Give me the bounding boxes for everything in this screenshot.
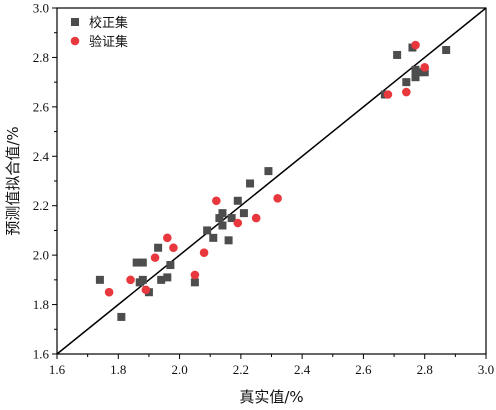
x-tick-label: 1.6 bbox=[49, 362, 66, 377]
data-point-square bbox=[138, 258, 147, 267]
data-point-square bbox=[402, 78, 411, 87]
data-point-circle bbox=[199, 248, 209, 257]
x-tick-label: 2.8 bbox=[417, 362, 433, 377]
data-point-circle bbox=[233, 218, 243, 228]
data-point-square bbox=[420, 68, 429, 77]
y-axis-title: 预测值拟合值/% bbox=[4, 126, 22, 235]
data-point-circle bbox=[104, 287, 114, 297]
y-tick-label: 2.8 bbox=[33, 50, 49, 65]
data-point-square bbox=[132, 258, 141, 267]
legend-marker-circle bbox=[70, 36, 80, 46]
data-point-square bbox=[95, 275, 104, 284]
legend-marker-square bbox=[71, 18, 79, 26]
y-tick-label: 1.8 bbox=[33, 297, 49, 312]
data-point-square bbox=[239, 209, 248, 218]
y-tick-label: 2.2 bbox=[33, 198, 49, 213]
data-point-square bbox=[246, 179, 255, 188]
x-tick-label: 2.6 bbox=[355, 362, 372, 377]
data-point-circle bbox=[383, 90, 393, 99]
data-point-square bbox=[227, 214, 236, 223]
data-point-square bbox=[117, 312, 126, 321]
x-tick-label: 2.0 bbox=[171, 362, 187, 377]
y-tick-label: 2.6 bbox=[33, 99, 50, 114]
data-point-circle bbox=[251, 213, 261, 223]
y-tick-label: 2.0 bbox=[33, 248, 49, 263]
data-point-circle bbox=[273, 194, 282, 203]
y-tick-label: 3.0 bbox=[33, 1, 49, 16]
data-point-square bbox=[393, 50, 402, 59]
data-point-square bbox=[218, 221, 227, 230]
x-tick-label: 2.2 bbox=[233, 362, 249, 377]
data-point-circle bbox=[141, 285, 151, 295]
data-point-square bbox=[218, 209, 227, 218]
data-point-square bbox=[138, 275, 147, 284]
data-point-square bbox=[264, 167, 273, 176]
x-axis-title: 真实值/% bbox=[239, 388, 303, 406]
plot-area bbox=[56, 7, 487, 355]
data-point-square bbox=[414, 68, 423, 77]
x-tick-label: 3.0 bbox=[478, 362, 494, 377]
data-point-circle bbox=[169, 243, 178, 253]
legend-label: 验证集 bbox=[89, 34, 128, 50]
data-point-square bbox=[209, 233, 218, 242]
data-point-square bbox=[233, 196, 242, 205]
x-tick-label: 1.8 bbox=[110, 362, 126, 377]
y-tick-label: 1.6 bbox=[33, 347, 50, 362]
x-tick-label: 2.4 bbox=[294, 362, 311, 377]
data-point-circle bbox=[402, 87, 411, 97]
data-point-circle bbox=[190, 270, 200, 280]
data-point-square bbox=[442, 46, 451, 55]
data-point-circle bbox=[163, 233, 172, 243]
legend-label: 校正集 bbox=[89, 15, 128, 31]
y-tick-label: 2.4 bbox=[33, 149, 50, 164]
data-point-circle bbox=[420, 63, 430, 72]
data-point-circle bbox=[150, 253, 160, 262]
data-point-square bbox=[163, 273, 172, 282]
data-point-square bbox=[411, 73, 420, 82]
reference-line bbox=[56, 7, 487, 355]
data-points bbox=[95, 40, 451, 321]
data-point-square bbox=[154, 243, 163, 252]
data-point-square bbox=[215, 214, 224, 223]
data-point-square bbox=[224, 236, 233, 245]
axes: 1.6 1.8 2.0 2.2 2.4 2.6 2.8 3.0 1.6 1.8 2.0 2.2 2.4 2… bbox=[33, 1, 494, 378]
data-point-circle bbox=[126, 275, 135, 285]
data-point-square bbox=[203, 226, 212, 235]
data-point-circle bbox=[212, 196, 221, 206]
data-point-square bbox=[166, 261, 175, 270]
data-point-circle bbox=[411, 40, 420, 50]
data-point-square bbox=[157, 275, 166, 284]
data-point-square bbox=[190, 278, 199, 287]
